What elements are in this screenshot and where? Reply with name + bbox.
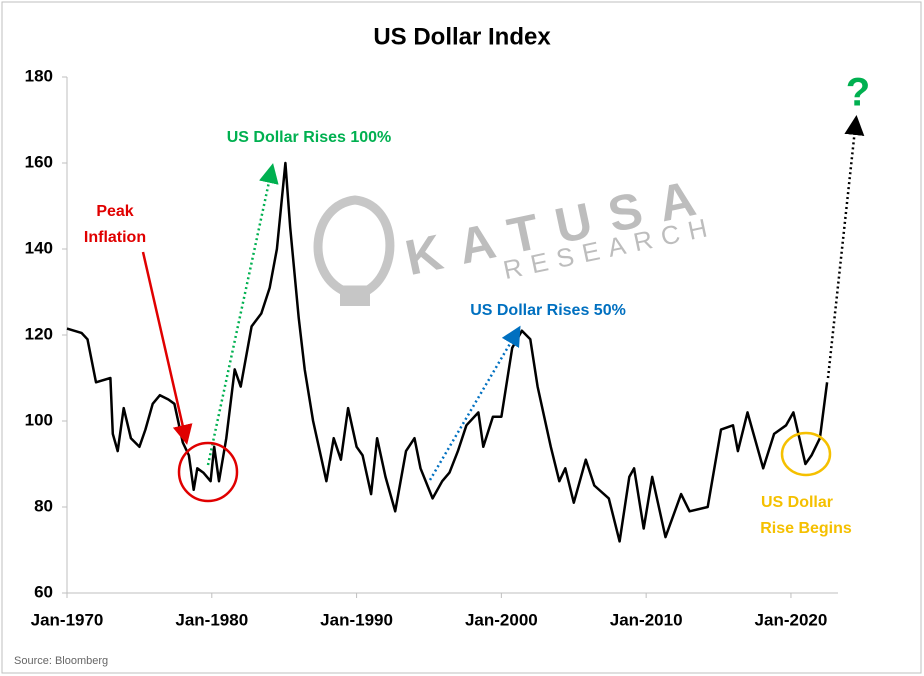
y-tick-label: 100	[25, 410, 53, 429]
source: Source: Bloomberg	[14, 655, 108, 667]
arrow	[141, 251, 193, 445]
x-tick-label: Jan-1970	[31, 610, 104, 629]
x-tick-label: Jan-2020	[755, 610, 828, 629]
bulb-base	[340, 290, 370, 306]
annotation: US Dollar Rises 50%	[470, 302, 626, 319]
x-tick-label: Jan-2010	[610, 610, 683, 629]
arrow	[206, 163, 279, 466]
y-tick-label: 60	[34, 582, 53, 601]
x-tick-label: Jan-2000	[465, 610, 538, 629]
arrow	[428, 325, 521, 481]
x-tick-label: Jan-1990	[320, 610, 393, 629]
annotation: Peak	[96, 203, 133, 220]
annotation: Rise Begins	[760, 520, 852, 537]
chart-title: US Dollar Index	[373, 23, 551, 50]
annotation: US Dollar	[761, 494, 833, 511]
x-tick-label: Jan-1980	[175, 610, 248, 629]
y-tick-label: 140	[25, 238, 53, 257]
bulb-icon	[313, 195, 395, 295]
y-tick-label: 180	[25, 66, 53, 85]
annotation: ?	[846, 71, 870, 115]
highlight-circle	[780, 431, 832, 477]
highlight-circle	[177, 441, 239, 503]
annotation: US Dollar Rises 100%	[227, 129, 392, 146]
y-tick-label: 120	[25, 324, 53, 343]
y-tick-label: 160	[25, 152, 53, 171]
arrow	[826, 115, 865, 379]
annotation: Inflation	[84, 229, 146, 246]
y-tick-label: 80	[34, 496, 53, 515]
